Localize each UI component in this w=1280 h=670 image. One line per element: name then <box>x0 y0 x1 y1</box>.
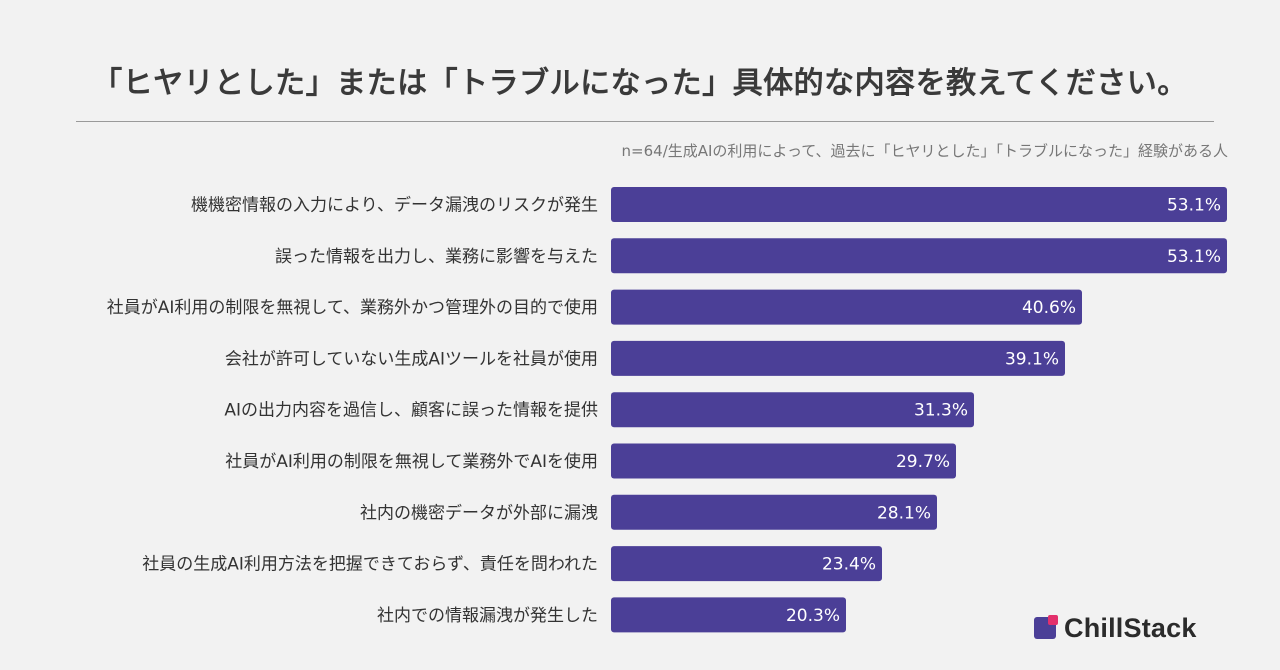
value-label-5: 31.3% <box>914 401 968 421</box>
sample-note: n=64/生成AIの利用によって、過去に「ヒヤリとした」「トラブルになった」経験… <box>621 142 1228 160</box>
logo-mark-icon <box>1034 615 1058 639</box>
value-label-1: 53.1% <box>1167 196 1221 216</box>
bar-3 <box>611 289 1082 325</box>
bar-9 <box>611 597 846 633</box>
bar-8 <box>611 546 882 582</box>
value-label-2: 53.1% <box>1167 247 1221 267</box>
category-label-5: AIの出力内容を過信し、顧客に誤った情報を提供 <box>224 401 598 421</box>
category-label-3: 社員がAI利用の制限を無視して、業務外かつ管理外の目的で使用 <box>107 297 598 318</box>
title-divider <box>76 121 1214 122</box>
value-label-8: 23.4% <box>822 555 876 575</box>
category-label-9: 社内での情報漏洩が発生した <box>377 606 598 626</box>
chillstack-logo: ChillStack <box>1034 610 1197 646</box>
value-label-3: 40.6% <box>1022 298 1076 318</box>
category-label-8: 社員の生成AI利用方法を把握できておらず、責任を問われた <box>142 555 598 575</box>
bar-1 <box>611 187 1227 222</box>
bar-7 <box>611 494 937 530</box>
value-label-7: 28.1% <box>877 503 931 523</box>
bar-4 <box>611 340 1065 376</box>
category-label-6: 社員がAI利用の制限を無視して業務外でAIを使用 <box>225 451 598 472</box>
value-label-4: 39.1% <box>1005 349 1059 369</box>
chart-title: 「ヒヤリとした」または「トラブルになった」具体的な内容を教えてください。 <box>92 66 1188 101</box>
category-label-4: 会社が許可していない生成AIツールを社員が使用 <box>225 348 598 369</box>
value-label-9: 20.3% <box>786 606 840 626</box>
category-label-1: 機機密情報の入力により、データ漏洩のリスクが発生 <box>191 195 598 216</box>
bar-2 <box>611 238 1227 274</box>
value-label-6: 29.7% <box>896 452 950 472</box>
logo-text: ChillStack <box>1064 612 1197 643</box>
bar-5 <box>611 392 974 428</box>
category-label-7: 社内の機密データが外部に漏洩 <box>360 502 598 523</box>
bar-6 <box>611 443 956 479</box>
category-label-2: 誤った情報を出力し、業務に影響を与えた <box>275 247 598 267</box>
